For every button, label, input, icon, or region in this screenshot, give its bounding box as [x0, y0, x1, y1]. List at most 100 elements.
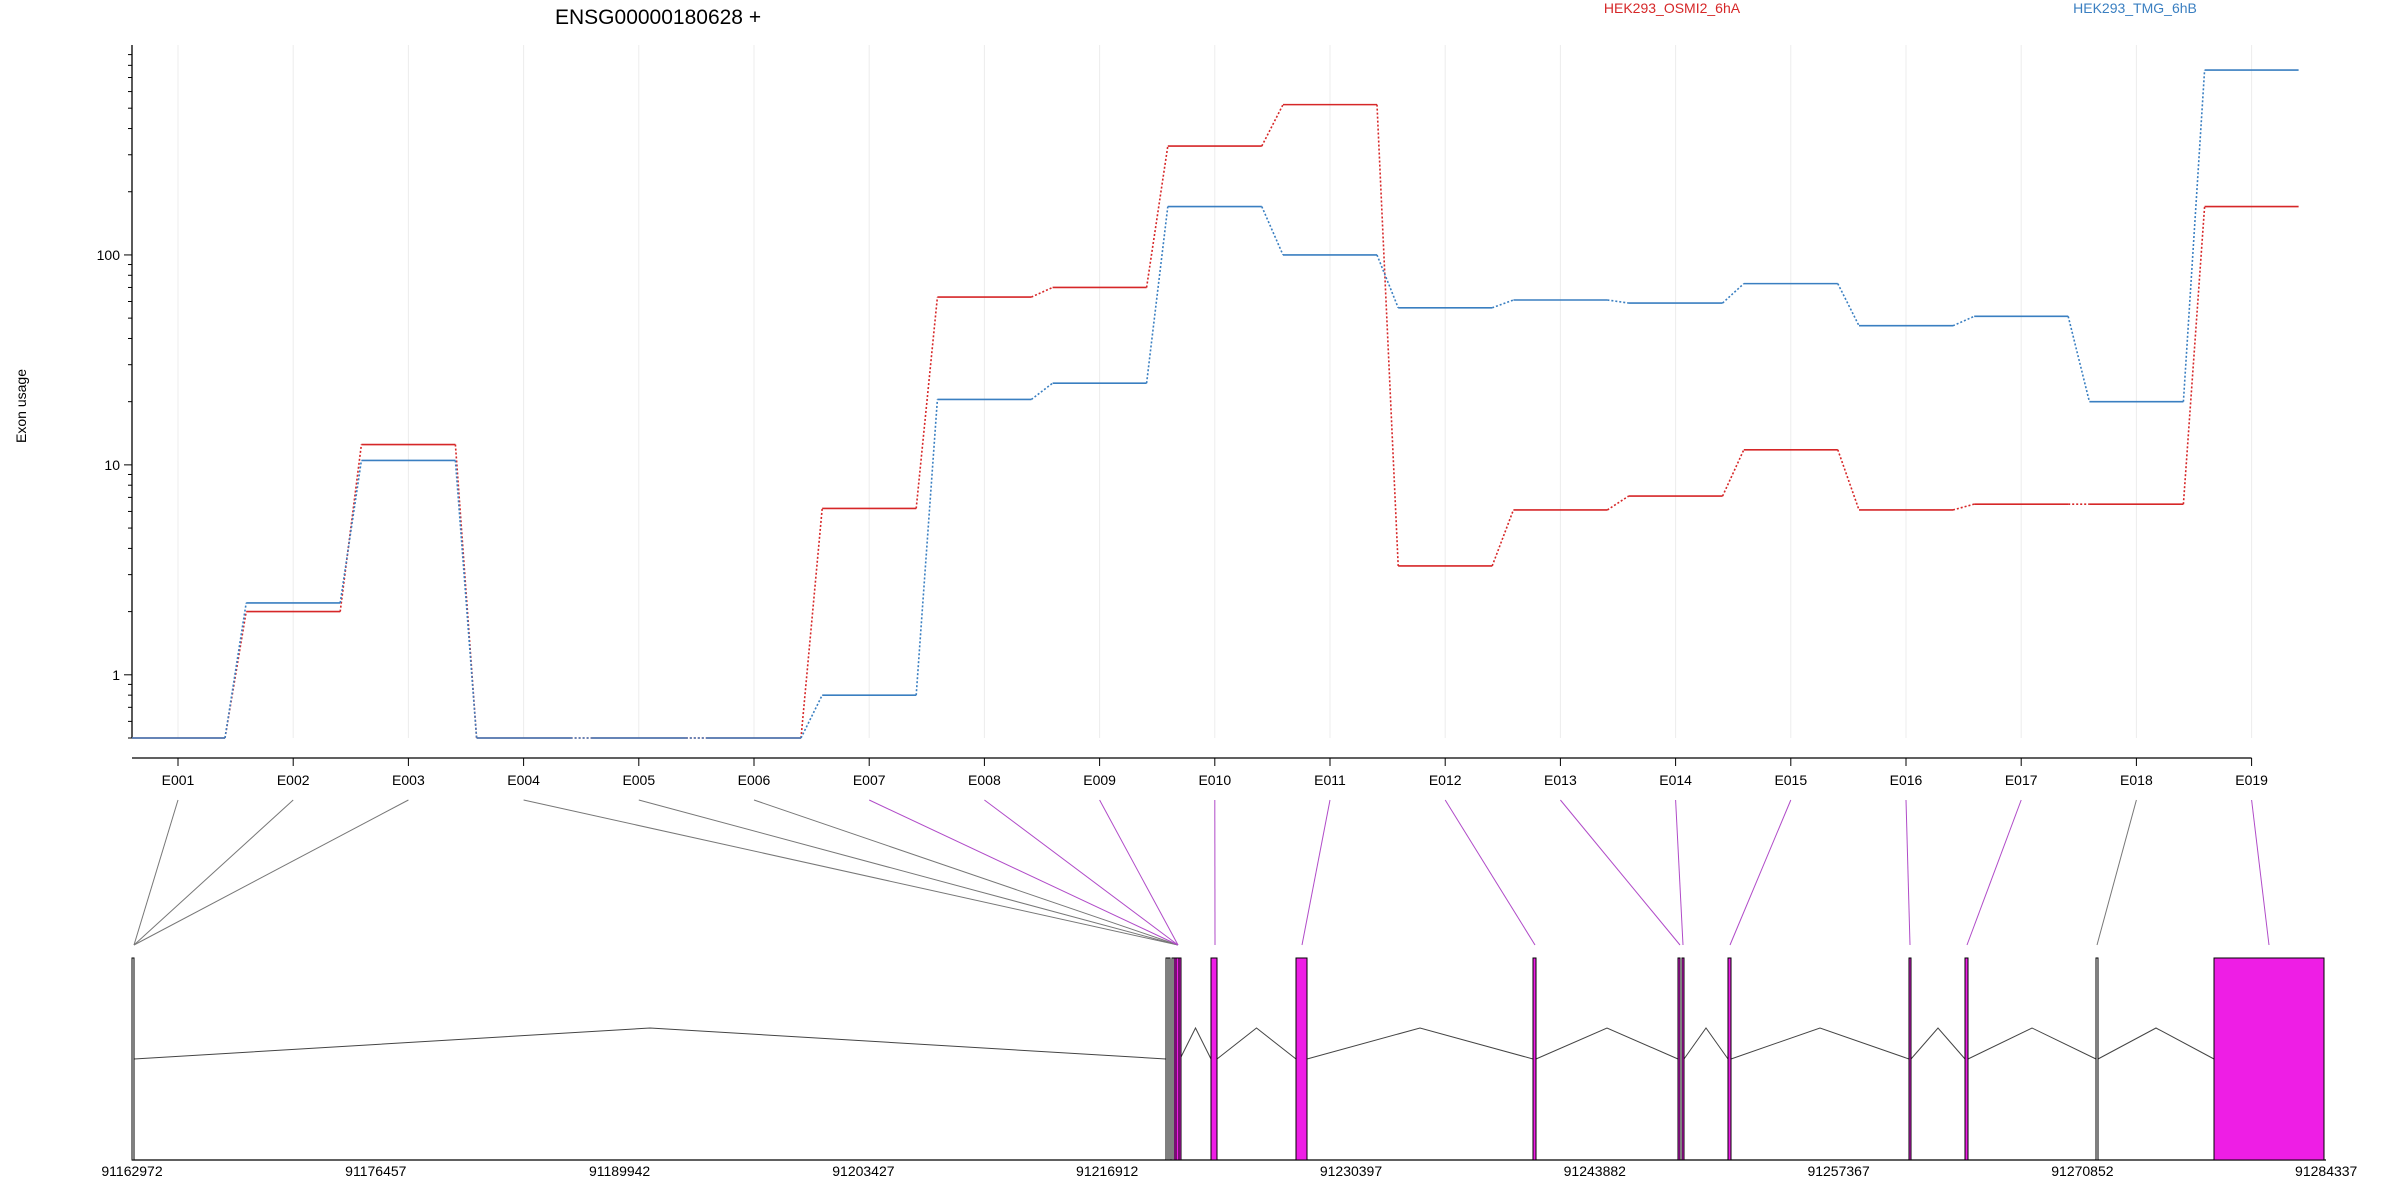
exon-connector-layer	[133, 799, 2270, 946]
x-tick-label-E011: E011	[1314, 772, 1346, 788]
grid-layer	[177, 45, 2253, 738]
usage-connector	[915, 296, 939, 509]
intron-line	[1730, 1027, 1910, 1060]
series-HEK293_TMG_6hB	[132, 69, 2299, 739]
genomic-coordinate-label: 91162972	[101, 1163, 162, 1179]
x-tick-label-E013: E013	[1544, 772, 1577, 788]
series-layer	[132, 69, 2299, 739]
exon-connector-E018	[2096, 799, 2137, 946]
usage-connector	[2067, 316, 2091, 402]
legend-item-HEK293_TMG_6hB: HEK293_TMG_6hB	[2073, 0, 2197, 16]
intron-line	[1683, 1027, 1729, 1060]
genomic-coordinate-label: 91243882	[1564, 1163, 1627, 1179]
usage-connector	[1491, 299, 1514, 309]
x-tick-label-E004: E004	[507, 772, 540, 788]
intron-line	[1216, 1027, 1297, 1060]
usage-connector	[1491, 509, 1515, 567]
genomic-coordinate-label: 91176457	[345, 1163, 406, 1179]
usage-connector	[2182, 206, 2206, 505]
y-tick-label: 10	[104, 457, 120, 473]
x-tick-label-E010: E010	[1198, 772, 1231, 788]
axes-layer: 1 10 100 E001 E002 E003 E004 E005 E006 E007 E008 E0…	[97, 45, 2268, 788]
chart-title: ENSG00000180628 +	[555, 6, 761, 29]
intron-line	[1306, 1027, 1534, 1060]
usage-connector	[800, 508, 823, 739]
exon-connector-E007	[868, 799, 1179, 946]
intron-line	[1535, 1027, 1679, 1060]
exon-box-E015	[1727, 957, 1732, 1161]
exon-connector-E003	[133, 799, 409, 946]
x-tick-label-E009: E009	[1083, 772, 1116, 788]
usage-connector	[1031, 286, 1053, 298]
exon-connector-E001	[133, 799, 179, 946]
exon-connector-E011	[1301, 799, 1331, 946]
usage-connector	[339, 460, 363, 604]
x-tick-label-E019: E019	[2235, 772, 2268, 788]
y-axis-label: Exon usage	[13, 369, 29, 443]
x-tick-label-E005: E005	[622, 772, 655, 788]
exon-connector-E002	[133, 799, 294, 946]
intron-line	[133, 1027, 1167, 1060]
exon-connector-E015	[1729, 799, 1792, 946]
x-tick-label-E017: E017	[2005, 772, 2038, 788]
usage-connector	[224, 602, 247, 739]
y-tick-label: 1	[112, 667, 120, 683]
genomic-coordinate-label: 91189942	[589, 1163, 650, 1179]
usage-connector	[1376, 254, 1399, 309]
usage-connector	[1261, 206, 1284, 256]
x-tick-label-E003: E003	[392, 772, 425, 788]
usage-connector	[454, 460, 478, 739]
intron-line	[2097, 1027, 2215, 1060]
intron-line	[1179, 1026, 1212, 1060]
genomic-coordinate-label: 91270852	[2051, 1163, 2114, 1179]
usage-connector	[1837, 449, 1860, 511]
exon-connector-E009	[1099, 799, 1179, 946]
exon-connector-E016	[1905, 799, 1911, 946]
exon-connector-E014	[1675, 799, 1684, 946]
usage-connector	[1722, 283, 1745, 304]
exon-connector-E013	[1560, 799, 1681, 946]
exon-box-E014	[1681, 957, 1685, 1161]
exon-connector-E008	[984, 799, 1179, 946]
genomic-coordinate-label: 91230397	[1320, 1163, 1383, 1179]
usage-connector	[1145, 145, 1169, 288]
exon-connector-E017	[1966, 799, 2022, 946]
x-tick-label-E016: E016	[1890, 772, 1923, 788]
usage-connector	[1145, 206, 1169, 384]
usage-connector	[454, 444, 478, 739]
usage-connector	[1030, 382, 1054, 401]
x-tick-label-E006: E006	[738, 772, 771, 788]
legend-item-HEK293_OSMI2_6hA: HEK293_OSMI2_6hA	[1604, 0, 1741, 16]
x-tick-label-E014: E014	[1659, 772, 1692, 788]
x-tick-label-E015: E015	[1774, 772, 1807, 788]
x-tick-label-E008: E008	[968, 772, 1001, 788]
usage-connector	[1606, 495, 1630, 511]
x-tick-label-E012: E012	[1429, 772, 1462, 788]
intron-line	[1910, 1027, 1966, 1060]
genomic-coordinate-label: 91203427	[832, 1163, 895, 1179]
exon-connector-E012	[1444, 799, 1536, 946]
exon-box-E013	[1677, 957, 1681, 1161]
exon-connector-E004	[523, 799, 1179, 946]
exon-box-E001	[131, 957, 135, 1161]
usage-connector	[1952, 315, 1975, 327]
exon-box-E011	[1295, 957, 1308, 1161]
usage-connector	[1607, 299, 1629, 304]
usage-connector	[1837, 283, 1860, 327]
intron-line	[1967, 1027, 2097, 1060]
x-tick-label-E018: E018	[2120, 772, 2153, 788]
usage-connector	[1261, 104, 1284, 147]
exon-connector-E006	[753, 799, 1179, 946]
genomic-coordinate-label: 91257367	[1807, 1163, 1870, 1179]
exon-box-E009	[1178, 957, 1182, 1161]
exon-box-E012	[1532, 957, 1537, 1161]
exon-box-E010	[1210, 957, 1218, 1161]
exon-box-E016	[1908, 957, 1912, 1161]
y-tick-label: 100	[97, 247, 121, 263]
exon-box-E017	[1964, 957, 1969, 1161]
x-tick-label-E001: E001	[162, 772, 195, 788]
genomic-coordinate-label: 91216912	[1076, 1163, 1139, 1179]
usage-connector	[1952, 503, 1975, 511]
usage-connector	[1721, 449, 1745, 497]
